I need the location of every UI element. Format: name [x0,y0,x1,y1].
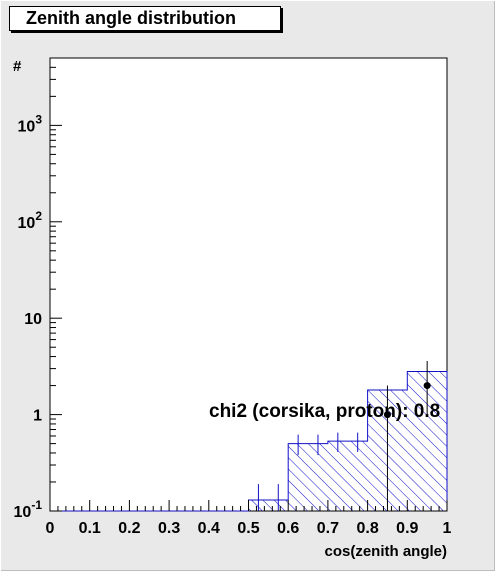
x-axis-label: cos(zenith angle) [324,543,447,560]
data-point [383,411,391,419]
data-point [423,382,431,390]
x-tick-label: 0.4 [198,520,220,537]
x-tick-label: 0.2 [118,520,140,537]
y-tick-label: 103 [18,112,43,135]
x-tick-label: 0.5 [237,520,259,537]
x-tick-label: 0.6 [277,520,299,537]
x-tick-label: 0.3 [158,520,180,537]
x-tick-label: 0.1 [79,520,101,537]
x-tick-label: 0.9 [396,520,418,537]
x-tick-label: 0 [46,520,55,537]
chart-title: Zenith angle distribution [9,6,281,31]
x-tick-label: 0.8 [356,520,378,537]
histogram-series [50,370,448,512]
histogram-bin [387,389,408,511]
histogram-bin [347,441,368,511]
histogram-bin [308,443,328,511]
histogram-bin [288,443,309,511]
histogram-bin [407,371,428,511]
chi2-annotation: chi2 (corsika, proton): 0.8 [209,401,440,422]
axes: 0 0.1 0.2 0.3 0.4 0.5 0.6 0.7 0.8 0.9 1 10-1 1 10 102 1… [14,57,452,537]
histogram-bin [367,389,388,511]
y-tick-label: 1 [33,408,42,425]
y-tick-label: 102 [18,209,43,232]
points-series [383,360,431,511]
x-tick-label: 1 [443,520,452,537]
histogram-bin [327,441,348,511]
histogram-bin [427,371,447,511]
y-tick-label: 10-1 [14,498,43,521]
y-tick-label: 10 [24,311,42,328]
x-tick-label: 0.7 [317,520,339,537]
y-axis-label: # [13,58,22,75]
